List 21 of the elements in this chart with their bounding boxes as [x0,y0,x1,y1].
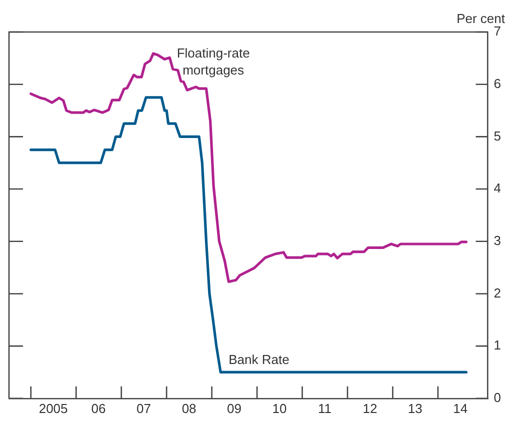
x-tick-label: 2005 [38,400,68,416]
y-tick-label: 7 [494,24,502,39]
y-tick-label: 0 [494,390,502,405]
series-label: Bank Rate [228,352,290,368]
series-label: Floating-rate mortgages [176,45,250,78]
x-tick-label: 09 [226,400,242,416]
y-tick-label: 3 [494,232,502,248]
x-tick-label: 07 [136,400,151,416]
x-tick-label: 06 [91,400,106,416]
y-tick-label: 6 [494,76,502,91]
y-tick-label: 2 [494,285,502,300]
x-tick-label: 14 [453,400,468,416]
x-tick-label: 13 [408,400,422,416]
x-tick-label: 12 [362,400,378,416]
x-tick-label: 10 [272,400,287,416]
y-axis-title: Per cent [456,11,506,26]
y-tick-label: 5 [494,128,502,144]
y-tick-label: 4 [494,180,502,196]
y-tick-label: 1 [494,338,502,353]
x-tick-label: 08 [182,400,196,416]
x-tick-label: 11 [318,400,332,416]
